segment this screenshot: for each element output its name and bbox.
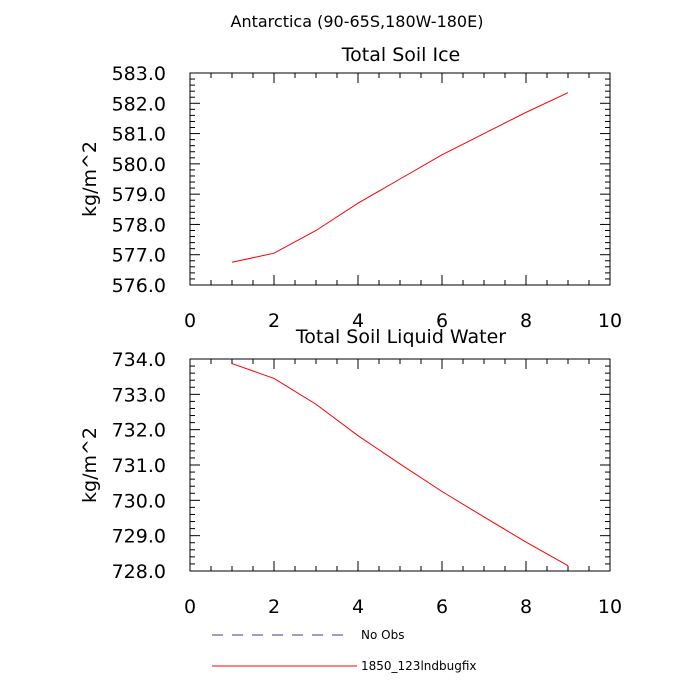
soil-liquid-water-x-tick-label: 10 [598, 596, 622, 618]
soil-liquid-water-plot-frame [189, 358, 611, 572]
soil-ice-y-tick-label: 577.0 [112, 245, 166, 267]
soil-liquid-water-panel: Total Soil Liquid Water kg/m^2 0 2 4 6 8 10 72… [79, 326, 622, 618]
soil-ice-y-tick-label: 583.0 [112, 63, 166, 85]
soil-liquid-water-x-tick-label: 8 [520, 596, 532, 618]
soil-liquid-water-y-tick-label: 730.0 [112, 490, 166, 512]
soil-liquid-water-y-tick-label: 734.0 [112, 349, 166, 371]
soil-ice-x-tick-label: 0 [184, 310, 196, 332]
soil-ice-x-tick-label: 10 [598, 310, 622, 332]
soil-ice-title: Total Soil Ice [341, 44, 460, 66]
soil-liquid-water-x-tick-label: 2 [268, 596, 280, 618]
soil-liquid-water-x-tick-label: 4 [352, 596, 364, 618]
soil-liquid-water-x-tick-label: 0 [184, 596, 196, 618]
soil-liquid-water-y-tick-label: 729.0 [112, 526, 166, 548]
soil-liquid-water-y-tick-label: 731.0 [112, 455, 166, 477]
soil-liquid-water-ylabel: kg/m^2 [79, 427, 101, 503]
legend-no-obs-label: No Obs [361, 628, 404, 642]
soil-ice-y-tick-label: 578.0 [112, 214, 166, 236]
soil-liquid-water-y-tick-label: 728.0 [112, 561, 166, 583]
soil-liquid-water-title: Total Soil Liquid Water [295, 326, 506, 348]
soil-liquid-water-x-tick-label: 6 [436, 596, 448, 618]
soil-ice-y-tick-label: 582.0 [112, 93, 166, 115]
soil-ice-y-tick-label: 576.0 [112, 275, 166, 297]
soil-liquid-water-y-tick-label: 732.0 [112, 420, 166, 442]
legend: No Obs 1850_123lndbugfix [212, 628, 477, 673]
soil-ice-x-tick-label: 6 [436, 310, 448, 332]
soil-ice-series-line [231, 92, 569, 263]
soil-liquid-water-y-tick-label: 733.0 [112, 384, 166, 406]
soil-ice-y-tick-label: 581.0 [112, 124, 166, 146]
soil-ice-y-tick-label: 579.0 [112, 184, 166, 206]
soil-ice-panel: Total Soil Ice kg/m^2 0 2 4 6 8 10 576.0 577.0 5… [79, 44, 622, 332]
soil-ice-x-tick-label: 4 [352, 310, 364, 332]
soil-liquid-water-series-line [231, 363, 569, 567]
soil-ice-x-tick-label: 8 [520, 310, 532, 332]
soil-ice-x-tick-label: 2 [268, 310, 280, 332]
soil-ice-ylabel: kg/m^2 [79, 141, 101, 217]
soil-ice-y-tick-label: 580.0 [112, 154, 166, 176]
legend-run-label: 1850_123lndbugfix [361, 659, 477, 673]
figure-title: Antarctica (90-65S,180W-180E) [231, 12, 484, 31]
